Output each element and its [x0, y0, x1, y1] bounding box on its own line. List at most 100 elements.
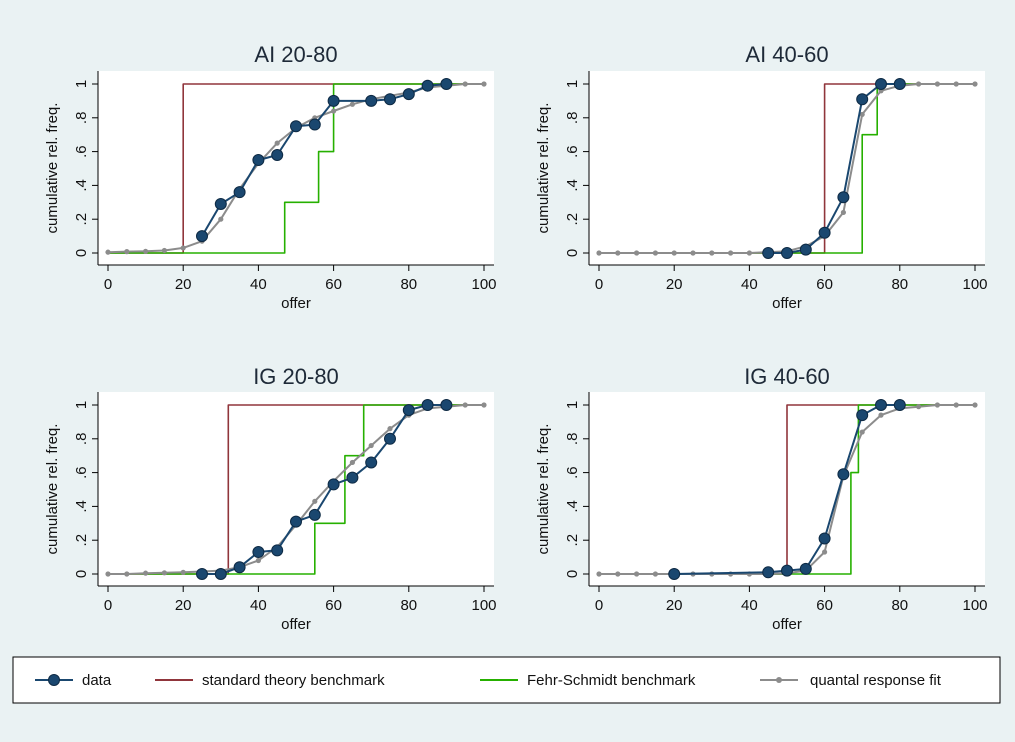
- data-point: [402, 88, 415, 101]
- y-axis-label: cumulative rel. freq.: [44, 103, 61, 234]
- data-point: [762, 247, 775, 259]
- data-point: [837, 468, 850, 481]
- fit-point: [652, 250, 659, 256]
- fit-point: [331, 108, 337, 114]
- data-point: [308, 118, 321, 131]
- x-tick-label: 100: [471, 276, 496, 293]
- fit-point: [953, 81, 959, 87]
- fit-point: [615, 250, 621, 256]
- chart-panel-1: AI 20-80 0 20 40 60 80 100 0 .2 .4 .6 .8 1 offer cumul…: [44, 42, 497, 312]
- fit-point: [953, 402, 959, 408]
- chart-panel-2: AI 40-60 0 20 40 60 80 100 0 .2 .4 .6 .8 1 offer cumul…: [535, 42, 988, 312]
- fit-point: [596, 571, 602, 577]
- x-tick-label: 80: [891, 276, 908, 293]
- panel-title: IG 40-60: [744, 364, 830, 389]
- data-point: [799, 562, 812, 575]
- fit-point: [878, 412, 884, 418]
- y-axis-label: cumulative rel. freq.: [535, 103, 552, 234]
- legend-item-data: data: [35, 672, 112, 689]
- fit-point: [690, 250, 696, 256]
- x-tick-label: 20: [175, 597, 192, 614]
- y-tick-label: .8: [73, 433, 90, 446]
- panel-title: AI 40-60: [745, 42, 828, 67]
- x-axis-label: offer: [281, 616, 311, 633]
- plot-area: [589, 71, 985, 265]
- legend-item-fehr: Fehr-Schmidt benchmark: [480, 672, 696, 689]
- fit-point: [105, 571, 111, 577]
- fit-point: [972, 402, 978, 408]
- fit-point: [709, 250, 715, 256]
- data-point: [196, 230, 208, 243]
- data-point: [402, 404, 415, 417]
- fit-point: [387, 426, 393, 432]
- fit-point: [615, 571, 621, 577]
- y-tick-label: 0: [564, 570, 581, 578]
- y-axis-label: cumulative rel. freq.: [535, 424, 552, 555]
- fit-point: [859, 429, 865, 435]
- fit-point: [634, 571, 640, 577]
- x-tick-label: 0: [595, 276, 603, 293]
- chart-panel-4: IG 40-60 0 20 40 60 80 100 0 .2 .4 .6 .8 1 offer cumul…: [535, 364, 988, 633]
- data-point: [346, 471, 359, 484]
- y-tick-label: .4: [73, 500, 90, 513]
- y-tick-label: .8: [564, 112, 581, 125]
- x-tick-label: 40: [250, 597, 267, 614]
- data-point: [271, 544, 284, 557]
- y-tick-label: 1: [564, 401, 581, 409]
- legend-box: [12, 656, 1001, 704]
- data-point: [856, 409, 869, 422]
- fit-point: [124, 249, 130, 255]
- fit-point: [596, 250, 602, 256]
- y-tick-label: 0: [73, 249, 90, 257]
- fit-point: [840, 209, 847, 216]
- y-tick-label: 1: [564, 80, 581, 88]
- y-tick-label: .2: [73, 534, 90, 547]
- data-point: [365, 94, 378, 107]
- y-tick-label: .2: [564, 534, 581, 547]
- fit-point: [859, 111, 865, 118]
- fit-point: [934, 402, 941, 408]
- x-tick-label: 60: [816, 597, 833, 614]
- fit-point: [143, 570, 149, 576]
- fit-point: [481, 81, 487, 87]
- legend-label: data: [82, 672, 112, 689]
- legend-label: standard theory benchmark: [202, 672, 385, 689]
- fit-point: [312, 498, 318, 504]
- x-tick-label: 40: [250, 276, 267, 293]
- data-point: [875, 78, 887, 90]
- y-tick-label: .4: [73, 179, 90, 192]
- x-tick-label: 40: [741, 276, 758, 293]
- data-point: [781, 247, 793, 259]
- y-tick-label: .2: [564, 213, 581, 226]
- data-point: [290, 515, 302, 528]
- x-tick-label: 80: [891, 597, 908, 614]
- x-tick-label: 80: [400, 597, 417, 614]
- y-tick-label: 0: [564, 249, 581, 257]
- fit-point: [218, 216, 224, 222]
- x-tick-label: 60: [325, 276, 342, 293]
- y-axis-label: cumulative rel. freq.: [44, 424, 61, 555]
- data-point: [308, 508, 321, 521]
- data-point: [384, 93, 396, 106]
- fit-point: [143, 248, 149, 254]
- y-tick-label: .4: [564, 179, 581, 192]
- fit-point: [274, 140, 280, 146]
- y-tick-label: .8: [73, 112, 90, 125]
- y-tick-label: .6: [564, 145, 581, 158]
- fit-point: [822, 549, 828, 555]
- chart-panel-3: IG 20-80 0 20 40 60 80 100 0 .2 .4 .6 .8 1 offer cumul…: [44, 364, 497, 633]
- plot-area: [98, 71, 494, 265]
- fit-point: [161, 570, 167, 576]
- data-point: [668, 568, 681, 580]
- data-point: [271, 148, 284, 161]
- data-point: [893, 78, 906, 90]
- fit-point: [462, 81, 468, 87]
- y-tick-label: .6: [564, 466, 581, 479]
- x-tick-label: 60: [325, 597, 342, 614]
- x-tick-label: 60: [816, 276, 833, 293]
- y-tick-label: 0: [73, 570, 90, 578]
- y-tick-label: 1: [73, 401, 90, 409]
- fit-point: [934, 81, 941, 87]
- fit-point: [916, 81, 922, 87]
- fit-point: [916, 404, 922, 410]
